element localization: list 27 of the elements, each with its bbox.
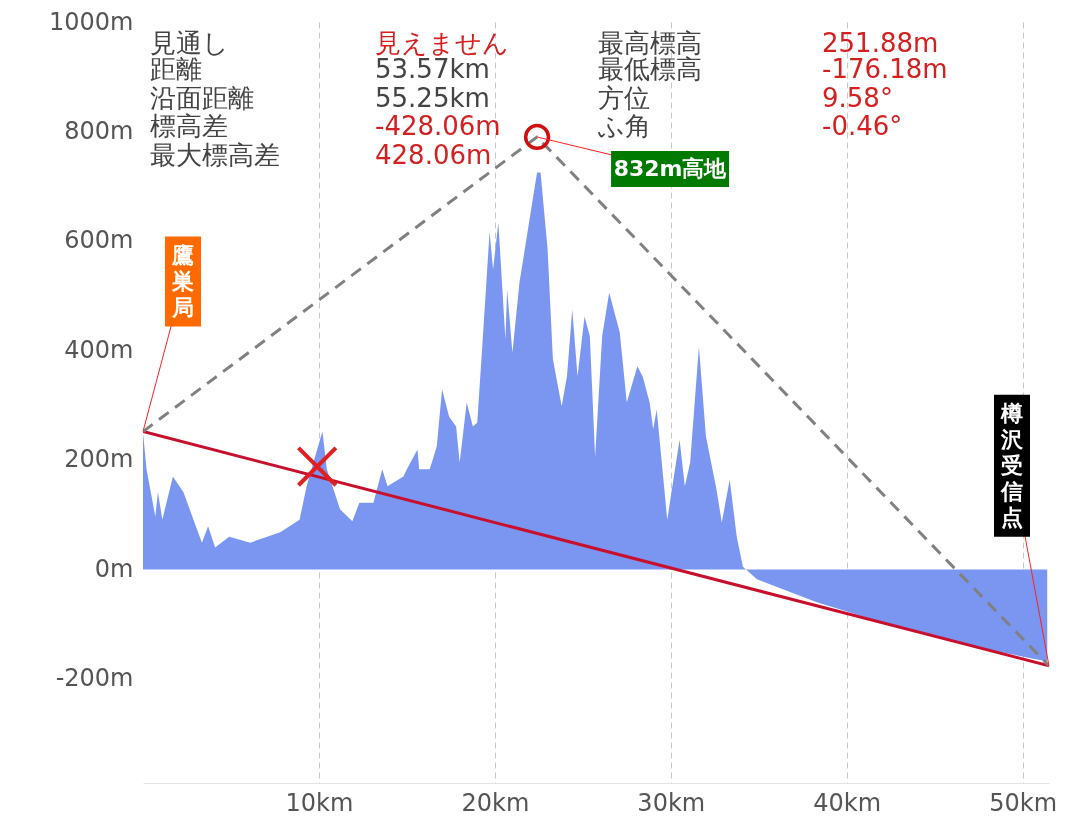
annotation: 方位 [598, 83, 650, 113]
annotation: -428.06m [375, 111, 501, 141]
annotation: ふ角 [597, 111, 651, 141]
annotation: 見えません [375, 28, 509, 58]
y-tick-label: -200m [55, 664, 134, 693]
annotation: 55.25km [375, 83, 490, 113]
annotation: -0.46° [822, 111, 903, 141]
annotation: 9.58° [822, 83, 893, 113]
y-tick-label: 0m [94, 554, 134, 583]
annotation: 沿面距離 [150, 83, 254, 113]
x-tick-label: 20km [461, 788, 530, 817]
annotation: 標高差 [150, 111, 228, 141]
y-tick-label: 600m [64, 226, 134, 255]
y-tick-label: 1000m [49, 7, 134, 36]
y-tick-label: 400m [64, 335, 134, 364]
annotation: 832m高地 [613, 155, 728, 181]
annotation: 鷹巣局 [171, 242, 194, 320]
x-tick-label: 40km [813, 788, 882, 817]
x-tick-label: 30km [637, 788, 706, 817]
annotation: 樽沢受信点 [1000, 400, 1024, 530]
annotation: 428.06m [375, 140, 492, 170]
annotation: 最大標高差 [150, 140, 280, 170]
x-tick-label: 50km [989, 788, 1058, 817]
x-tick-label: 10km [285, 788, 354, 817]
y-tick-label: 200m [64, 445, 134, 474]
y-tick-label: 800m [64, 117, 134, 145]
annotation: 見通し [150, 28, 229, 58]
